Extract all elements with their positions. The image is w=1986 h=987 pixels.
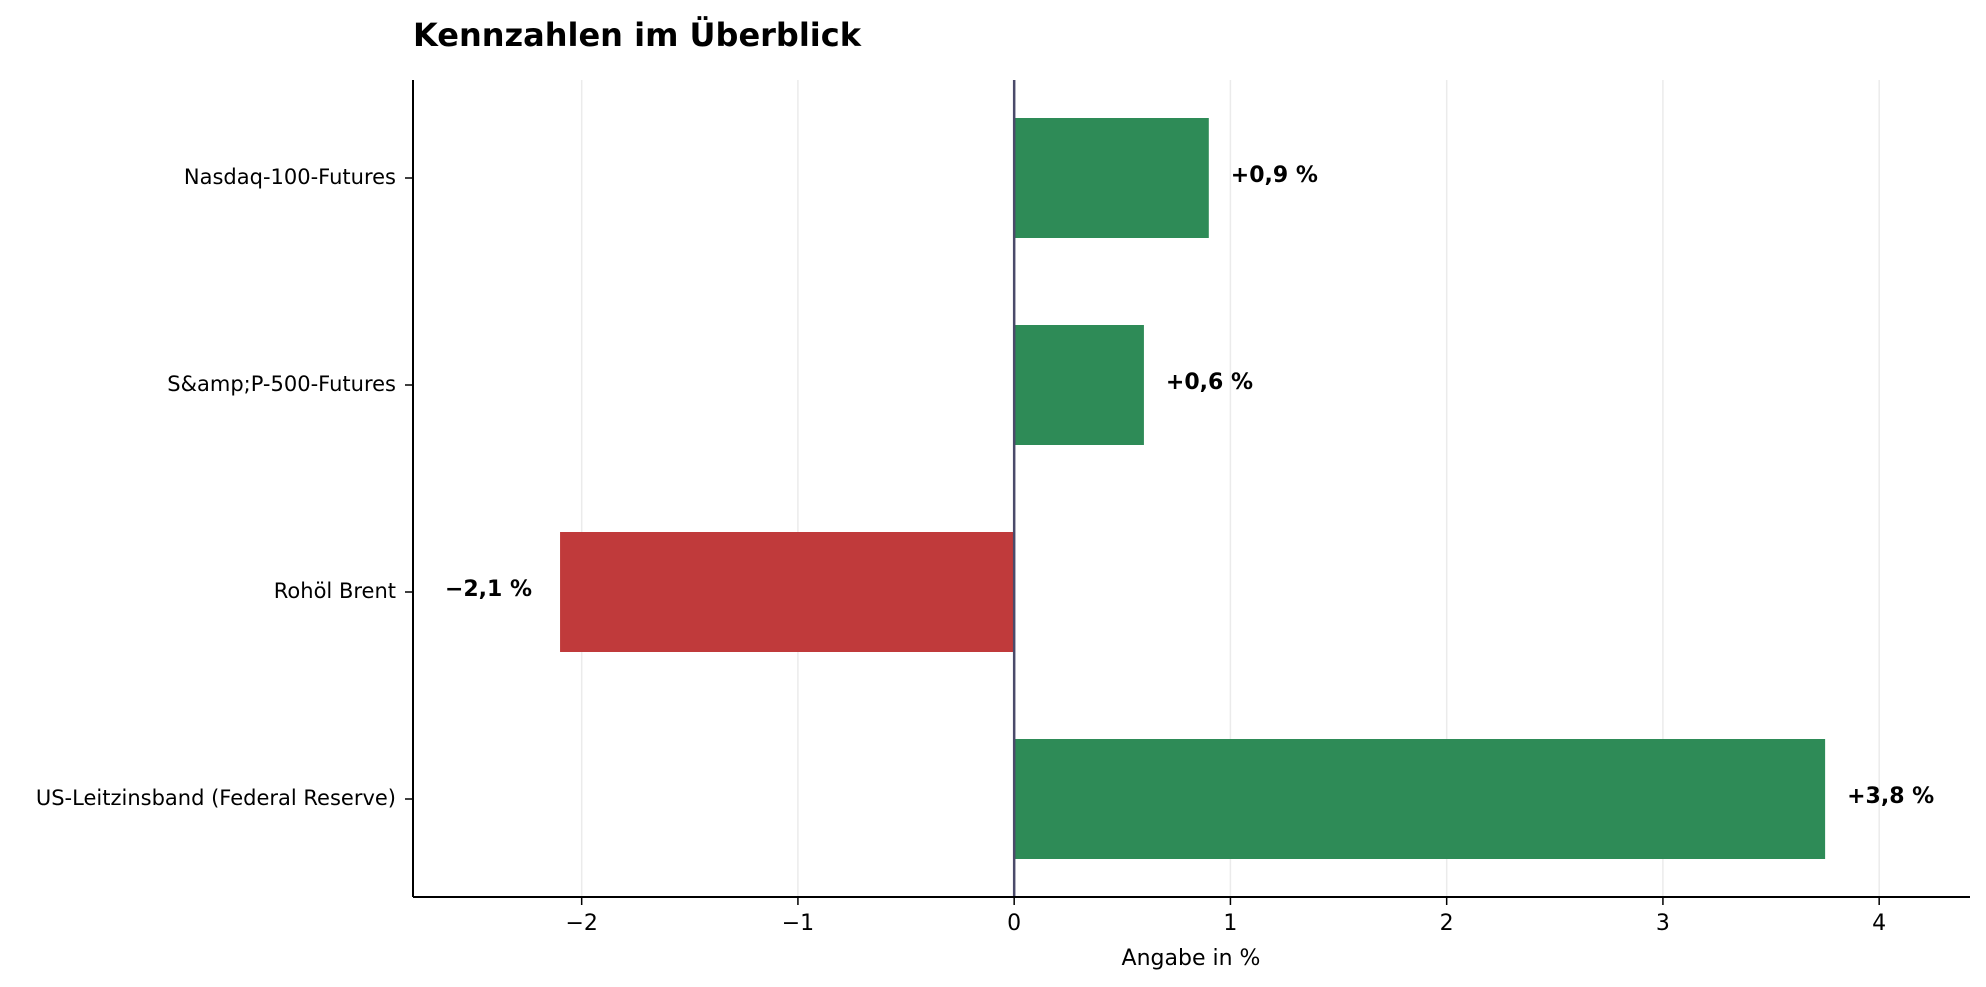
x-tick-label: 3 [1656, 911, 1670, 936]
value-label: +0,6 % [1166, 370, 1253, 395]
tick-marks [405, 177, 1880, 905]
value-label: −2,1 % [445, 577, 532, 602]
category-label: US-Leitzinsband (Federal Reserve) [36, 786, 396, 810]
bars [560, 80, 1826, 897]
value-label: +0,9 % [1231, 163, 1318, 188]
bar [1014, 118, 1209, 238]
x-tick-label: −1 [782, 911, 814, 936]
bar [1014, 739, 1826, 859]
bar [1014, 325, 1144, 445]
grid-lines [580, 80, 1880, 897]
x-tick-label: −2 [565, 911, 597, 936]
bar [560, 532, 1015, 652]
x-tick-label: 1 [1223, 911, 1237, 936]
x-axis-label: Angabe in % [1122, 946, 1261, 971]
axes [412, 80, 1970, 898]
category-label: S&amp;P-500-Futures [167, 372, 396, 396]
x-tick-label: 4 [1872, 911, 1886, 936]
category-label: Rohöl Brent [274, 579, 396, 603]
x-tick-label: 0 [1007, 911, 1021, 936]
category-label: Nasdaq-100-Futures [184, 165, 396, 189]
value-label: +3,8 % [1847, 784, 1934, 809]
chart-title: Kennzahlen im Überblick [413, 16, 862, 54]
labels: −2 −1 0 1 2 3 4 +0,9 % Nasdaq-100-Futures +0,6 % S… [36, 163, 1934, 936]
x-tick-label: 2 [1440, 911, 1454, 936]
